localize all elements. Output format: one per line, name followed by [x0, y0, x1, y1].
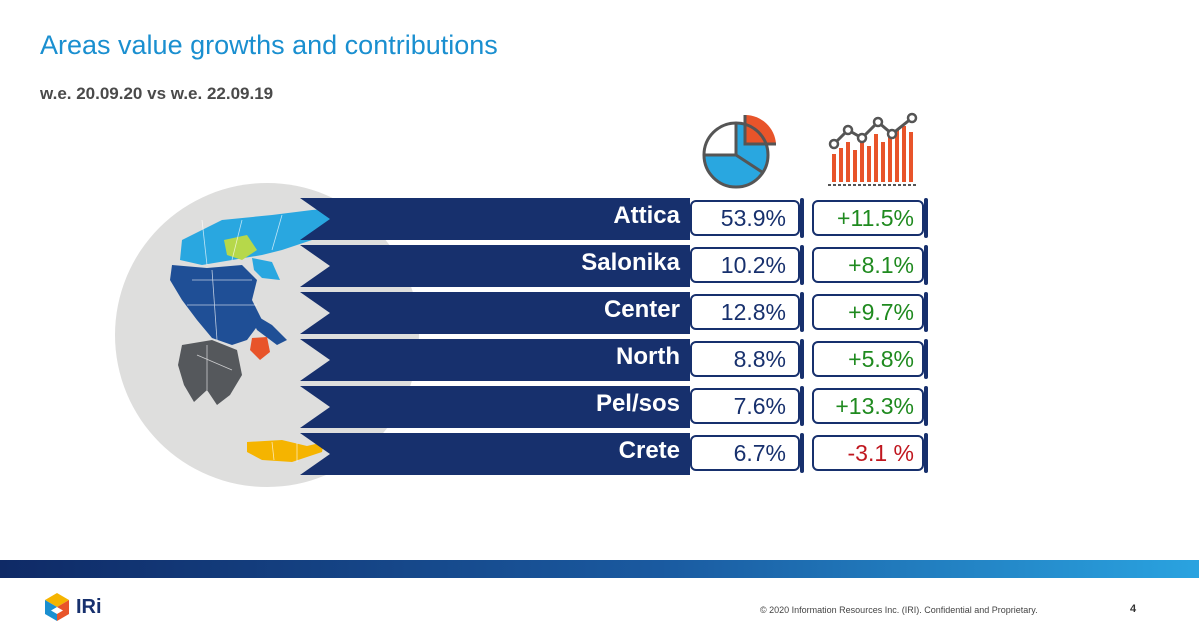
region-label: Crete [618, 437, 680, 464]
region-label: Pel/sos [595, 390, 680, 417]
copyright-text: © 2020 Information Resources Inc. (IRI).… [760, 605, 1038, 615]
value-share-box: 7.6% [690, 386, 804, 426]
region-row: Crete 6.7% -3.1 % [300, 433, 950, 475]
line-bar-chart-icon [826, 112, 922, 197]
value-growth-box: -3.1 % [812, 433, 928, 473]
page-title: Areas value growths and contributions [40, 30, 498, 60]
iri-logo-icon [45, 593, 69, 621]
value-share-box: 6.7% [690, 433, 804, 473]
region-band [300, 386, 690, 428]
map-region-north [180, 208, 342, 265]
region-band [300, 433, 690, 475]
page-subtitle: w.e. 20.09.20 vs w.e. 22.09.19 [40, 84, 274, 103]
map-region-pelsos [178, 340, 242, 405]
footer-band [0, 560, 1199, 578]
iri-logo: IRi [44, 592, 102, 622]
region-row: Center 12.8% +9.7% [300, 292, 950, 334]
value-share-box: 53.9% [690, 198, 804, 238]
region-band [300, 292, 690, 334]
region-band [300, 245, 690, 287]
region-row: Salonika 10.2% +8.1% [300, 245, 950, 287]
region-band [300, 339, 690, 381]
region-label: Attica [613, 202, 680, 229]
region-label: North [616, 343, 680, 370]
region-row: North 8.8% +5.8% [300, 339, 950, 381]
value-growth-box: +8.1% [812, 245, 928, 285]
page-number: 4 [1130, 603, 1137, 615]
value-growth-box: +9.7% [812, 292, 928, 332]
region-label: Center [603, 296, 680, 323]
value-growth-box: +5.8% [812, 339, 928, 379]
region-row: Attica 53.9% +11.5% [300, 198, 950, 240]
map-region-salonika [224, 235, 257, 260]
pie-chart-icon [700, 110, 790, 195]
map-region-crete [247, 440, 324, 462]
region-row: Pel/sos 7.6% +13.3% [300, 386, 950, 428]
value-growth-box: +13.3% [812, 386, 928, 426]
iri-logo-text: IRi [76, 595, 102, 618]
value-share-box: 8.8% [690, 339, 804, 379]
value-growth-box: +11.5% [812, 198, 928, 238]
region-label: Salonika [581, 249, 680, 276]
value-share-box: 12.8% [690, 292, 804, 332]
region-band [300, 198, 690, 240]
value-share-box: 10.2% [690, 245, 804, 285]
map-region-attica [250, 337, 270, 360]
